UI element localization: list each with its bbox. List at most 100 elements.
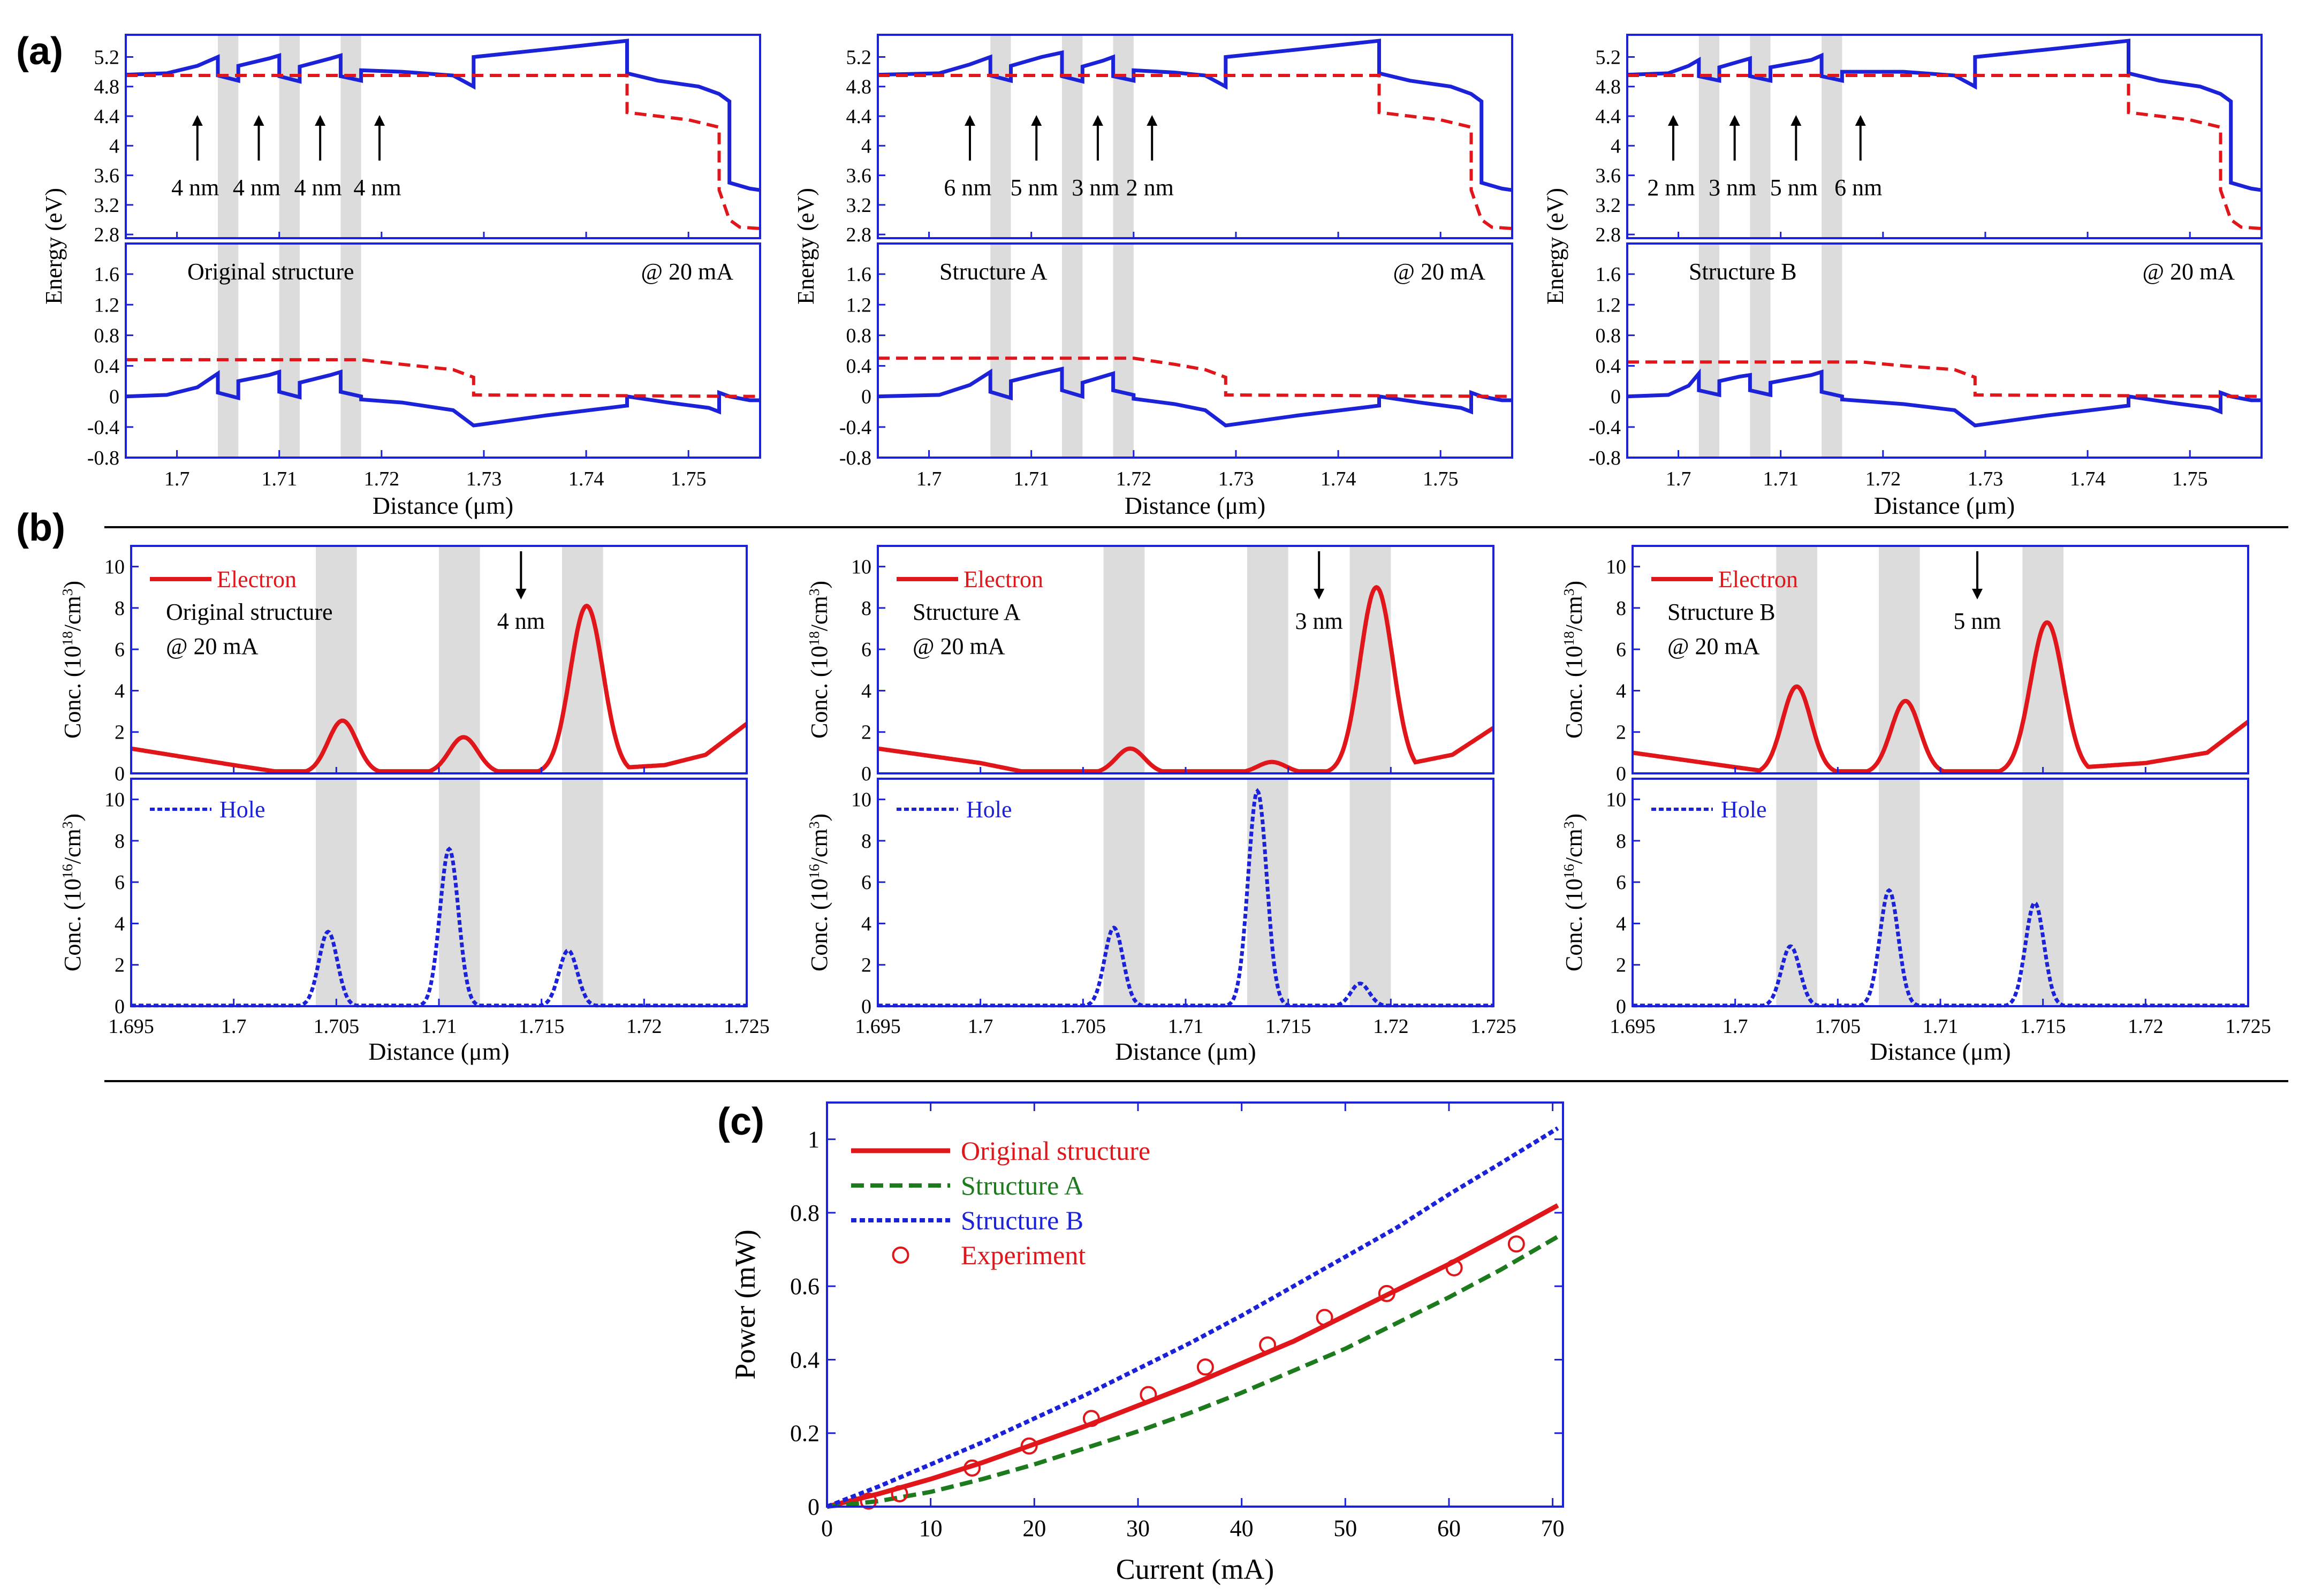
band-diagram-a3: 2.8 3.2 3.6 4 4.4 4.8 5.2 -0.8 -0.4 0 0.4 0.8 1.2 1.6… xyxy=(1542,34,2263,519)
barrier-width-label: 4 nm xyxy=(233,174,280,201)
x-tick-label: 0 xyxy=(821,1515,833,1541)
x-tick-label: 1.72 xyxy=(1116,468,1152,490)
y-tick-label: 3.2 xyxy=(846,194,872,217)
electron-concentration-line xyxy=(131,603,748,774)
x-tick-label: 1.7 xyxy=(916,468,942,490)
y-tick-label: 4 xyxy=(861,680,871,702)
x-tick-label: 40 xyxy=(1230,1515,1254,1541)
y-tick-label: 0 xyxy=(115,763,125,785)
y-axis-label: Energy (eV) xyxy=(793,188,819,305)
y-tick-label: -0.4 xyxy=(839,416,871,439)
y-tick-label: 5.2 xyxy=(1596,46,1621,69)
x-tick-label: 1.725 xyxy=(724,1015,770,1038)
well-region xyxy=(1349,546,1391,773)
x-tick-label: 1.7 xyxy=(221,1015,247,1038)
barrier-width-label: 3 nm xyxy=(1295,608,1343,634)
well-region xyxy=(1879,546,1920,773)
x-tick-label: 1.705 xyxy=(314,1015,360,1038)
experiment-point xyxy=(1378,1285,1395,1302)
x-tick-label: 1.695 xyxy=(108,1015,154,1038)
condition-label: @ 20 mA xyxy=(2142,259,2235,285)
y-axis-label: Power (mW) xyxy=(729,1229,761,1379)
condition-label: @ 20 mA xyxy=(166,633,259,659)
well-region xyxy=(562,779,603,1006)
x-tick-label: 1.71 xyxy=(261,468,297,490)
y-tick-label: 3.6 xyxy=(94,165,120,187)
y-tick-label: 6 xyxy=(115,871,125,894)
y-tick-label: 4 xyxy=(109,135,119,157)
y-axis-label-electron: Conc. (1018/cm3) xyxy=(806,581,832,739)
y-tick-label: 8 xyxy=(115,597,125,620)
hole-concentration-line xyxy=(131,846,747,1008)
x-tick-label: 1.71 xyxy=(1923,1015,1959,1038)
concentration-plot-b1: 0 0 2 2 4 4 6 6 8 8 10 10 1.695 1.7 1.705 1.71 1.715 1.72… xyxy=(59,545,770,1065)
barrier-width-label: 5 nm xyxy=(1953,608,2001,634)
x-tick-label: 1.71 xyxy=(1013,468,1049,490)
well-region xyxy=(1103,779,1145,1006)
x-tick-label: 70 xyxy=(1541,1515,1565,1541)
y-tick-label: 0 xyxy=(1616,995,1626,1018)
legend-swatch xyxy=(892,1247,909,1264)
plot-frame xyxy=(877,242,1513,459)
x-tick-label: 1.73 xyxy=(1218,468,1254,490)
well-region xyxy=(340,35,361,238)
y-axis-label: Energy (eV) xyxy=(1542,188,1568,305)
x-tick-label: 1.715 xyxy=(1265,1015,1311,1038)
x-tick-label: 1.75 xyxy=(2172,468,2208,490)
x-tick-label: 10 xyxy=(919,1515,943,1541)
x-tick-label: 1.695 xyxy=(1610,1015,1656,1038)
legend-label-hole: Hole xyxy=(966,796,1012,823)
series-line-quasi-fermi-level-electron- xyxy=(878,74,1513,230)
y-tick-label: 8 xyxy=(1616,830,1626,853)
x-tick-label: 1.74 xyxy=(568,468,604,490)
x-tick-label: 1.71 xyxy=(1763,468,1799,490)
plot-frame xyxy=(125,242,761,459)
y-tick-label: 0.8 xyxy=(1596,324,1621,347)
y-tick-label: 4.8 xyxy=(94,76,120,98)
plot-frame xyxy=(1626,34,2263,239)
hole-concentration-line xyxy=(878,788,1493,1008)
x-tick-label: 1.72 xyxy=(626,1015,662,1038)
x-tick-label: 1.715 xyxy=(519,1015,565,1038)
well-region xyxy=(1698,244,1720,458)
y-tick-label: -0.8 xyxy=(1589,447,1621,469)
y-tick-label: 1.6 xyxy=(1596,263,1621,286)
x-tick-label: 1.72 xyxy=(2128,1015,2164,1038)
y-tick-label: 0.8 xyxy=(846,324,872,347)
x-tick-label: 1.72 xyxy=(364,468,400,490)
y-tick-label: 2 xyxy=(861,721,871,744)
series-line-structure-a xyxy=(826,1235,1559,1509)
barrier-width-label: 3 nm xyxy=(1709,174,1756,201)
y-tick-label: 8 xyxy=(1616,597,1626,620)
condition-label: @ 20 mA xyxy=(1393,259,1485,285)
y-tick-label: 2 xyxy=(115,721,125,744)
y-tick-label: -0.8 xyxy=(87,447,119,469)
y-tick-label: 1.6 xyxy=(94,263,120,286)
structure-title: Structure A xyxy=(913,599,1021,625)
y-tick-label: 1.6 xyxy=(846,263,872,286)
barrier-width-label: 6 nm xyxy=(944,174,991,201)
well-region xyxy=(1776,779,1817,1006)
x-tick-label: 60 xyxy=(1437,1515,1461,1541)
y-tick-label: 1.2 xyxy=(94,294,120,316)
y-axis-label-hole: Conc. (1016/cm3) xyxy=(59,814,86,971)
x-tick-label: 1.75 xyxy=(1423,468,1459,490)
x-tick-label: 1.74 xyxy=(2070,468,2106,490)
experiment-point xyxy=(1445,1259,1463,1276)
y-tick-label: 4.4 xyxy=(94,105,120,128)
x-tick-label: 30 xyxy=(1126,1515,1150,1541)
y-tick-label: 4 xyxy=(1616,680,1626,702)
series-line-quasi-fermi-level-hole- xyxy=(1627,360,2262,398)
y-tick-label: 4 xyxy=(115,680,125,702)
structure-title: Structure B xyxy=(1667,599,1776,625)
well-region xyxy=(439,546,480,773)
y-tick-label: 1.2 xyxy=(1596,294,1621,316)
well-region xyxy=(1776,546,1817,773)
y-tick-label: 3.6 xyxy=(846,165,872,187)
well-region xyxy=(1750,244,1771,458)
x-tick-label: 1.725 xyxy=(2225,1015,2271,1038)
x-axis-label: Distance (μm) xyxy=(373,492,514,519)
legend-label-hole: Hole xyxy=(219,796,265,823)
y-tick-label: 0 xyxy=(1611,386,1621,408)
series-line-conduction-band xyxy=(877,39,1513,192)
